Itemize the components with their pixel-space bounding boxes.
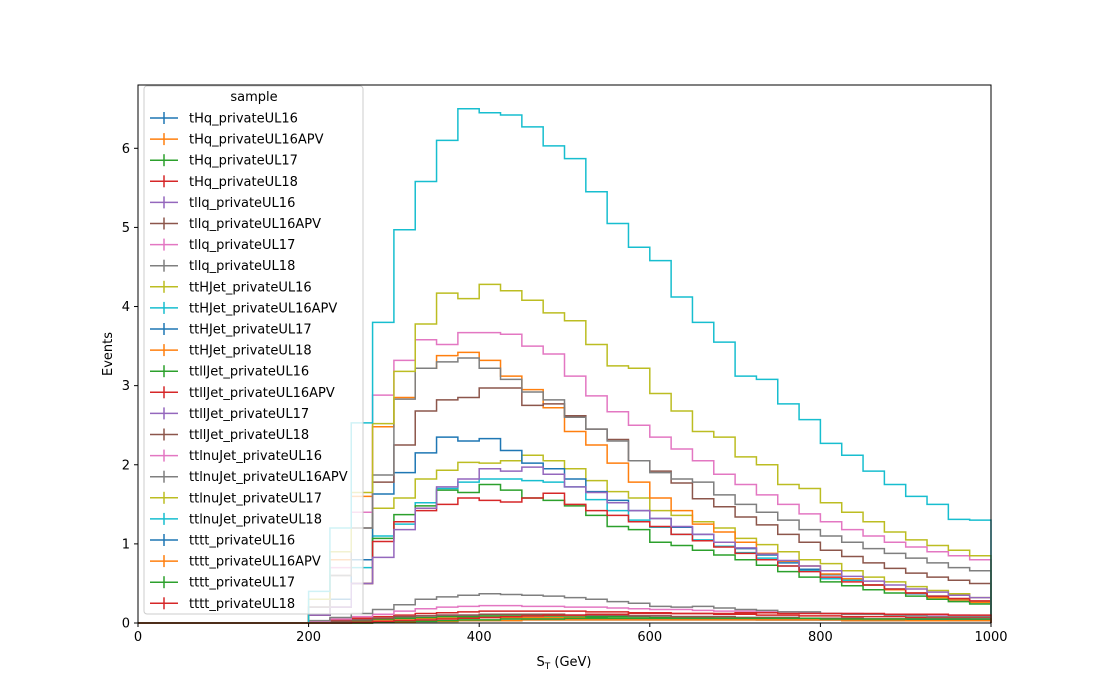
legend-label: tllq_privateUL16 xyxy=(189,196,295,211)
legend-label: ttlnuJet_privateUL16APV xyxy=(189,470,348,485)
legend-entry: tttt_privateUL16APV xyxy=(150,555,321,570)
y-tick-label: 5 xyxy=(122,221,130,236)
legend-entries: tHq_privateUL16 tHq_privateUL16APV tHq_pri… xyxy=(150,112,348,612)
legend-entry: ttllJet_privateUL16 xyxy=(150,365,309,380)
legend-label: ttHJet_privateUL16 xyxy=(189,280,312,295)
legend-entry: ttHJet_privateUL18 xyxy=(150,344,312,359)
legend-entry: ttlnuJet_privateUL18 xyxy=(150,512,322,527)
x-axis-label-sub: T xyxy=(544,662,551,672)
x-tick-label: 200 xyxy=(296,630,321,645)
legend-label: tHq_privateUL16 xyxy=(189,112,298,127)
legend-entry: tttt_privateUL18 xyxy=(150,597,295,612)
legend-label: ttHJet_privateUL16APV xyxy=(189,301,337,316)
x-tick-label: 1000 xyxy=(974,630,1007,645)
y-tick-label: 0 xyxy=(122,617,130,632)
legend-entry: ttllJet_privateUL18 xyxy=(150,428,309,443)
legend: sample tHq_privateUL16 tHq_privateUL16APV… xyxy=(143,85,364,615)
legend-entry: ttllJet_privateUL16APV xyxy=(150,386,335,401)
legend-label: tttt_privateUL16 xyxy=(189,534,295,549)
x-tick-label: 600 xyxy=(637,630,662,645)
legend-label: tHq_privateUL17 xyxy=(189,154,298,169)
legend-label: ttlnuJet_privateUL17 xyxy=(189,491,322,506)
legend-label: ttHJet_privateUL18 xyxy=(189,344,312,359)
legend-label: ttlnuJet_privateUL16 xyxy=(189,449,322,464)
legend-label: tHq_privateUL18 xyxy=(189,175,298,190)
x-axis-label: ST (GeV) xyxy=(536,655,591,672)
legend-entry: ttlnuJet_privateUL16 xyxy=(150,449,322,464)
x-axis-label-rest: (GeV) xyxy=(550,655,591,670)
legend-entry: tHq_privateUL16 xyxy=(150,112,298,127)
legend-label: ttlnuJet_privateUL18 xyxy=(189,512,322,527)
legend-label: tHq_privateUL16APV xyxy=(189,133,324,148)
legend-label: tllq_privateUL16APV xyxy=(189,217,321,232)
legend-label: ttllJet_privateUL17 xyxy=(189,407,309,422)
y-tick-label: 4 xyxy=(122,300,130,315)
y-axis-label: Events xyxy=(101,332,116,376)
x-tick-label: 0 xyxy=(134,630,142,645)
legend-entry: ttHJet_privateUL16 xyxy=(150,280,312,295)
legend-label: tttt_privateUL18 xyxy=(189,597,295,612)
legend-title: sample xyxy=(230,90,277,105)
legend-entry: ttlnuJet_privateUL16APV xyxy=(150,470,348,485)
legend-entry: tttt_privateUL17 xyxy=(150,576,295,591)
y-tick-label: 3 xyxy=(122,379,130,394)
legend-entry: tHq_privateUL16APV xyxy=(150,133,324,148)
legend-label: tttt_privateUL17 xyxy=(189,576,295,591)
y-tick-label: 2 xyxy=(122,458,130,473)
legend-label: tllq_privateUL18 xyxy=(189,259,295,274)
ticks-layer: 0 200 400 600 800 1000 0 1 2 3 4 5 6 xyxy=(122,142,1008,645)
legend-entry: tllq_privateUL17 xyxy=(150,238,295,253)
legend-label: ttllJet_privateUL16 xyxy=(189,365,309,380)
series-line-tllq_privateUL16APV xyxy=(138,613,992,624)
legend-entry: tHq_privateUL18 xyxy=(150,175,298,190)
legend-entry: tHq_privateUL17 xyxy=(150,154,298,169)
legend-entry: ttHJet_privateUL17 xyxy=(150,323,312,338)
legend-label: tllq_privateUL17 xyxy=(189,238,295,253)
x-axis-label-main: S xyxy=(536,655,544,670)
legend-label: ttHJet_privateUL17 xyxy=(189,323,312,338)
legend-entry: tllq_privateUL16 xyxy=(150,196,295,211)
legend-label: ttllJet_privateUL16APV xyxy=(189,386,335,401)
legend-entry: ttlnuJet_privateUL17 xyxy=(150,491,322,506)
legend-label: tttt_privateUL16APV xyxy=(189,555,321,570)
x-tick-label: 800 xyxy=(808,630,833,645)
legend-label: ttllJet_privateUL18 xyxy=(189,428,309,443)
legend-entry: ttllJet_privateUL17 xyxy=(150,407,309,422)
legend-box xyxy=(143,85,364,615)
y-tick-label: 1 xyxy=(122,537,130,552)
plot-frame xyxy=(137,84,992,624)
y-tick-label: 6 xyxy=(122,142,130,157)
legend-entry: ttHJet_privateUL16APV xyxy=(150,301,337,316)
legend-entry: tttt_privateUL16 xyxy=(150,534,295,549)
legend-entry: tllq_privateUL16APV xyxy=(150,217,321,232)
legend-entry: tllq_privateUL18 xyxy=(150,259,295,274)
x-tick-label: 400 xyxy=(467,630,492,645)
